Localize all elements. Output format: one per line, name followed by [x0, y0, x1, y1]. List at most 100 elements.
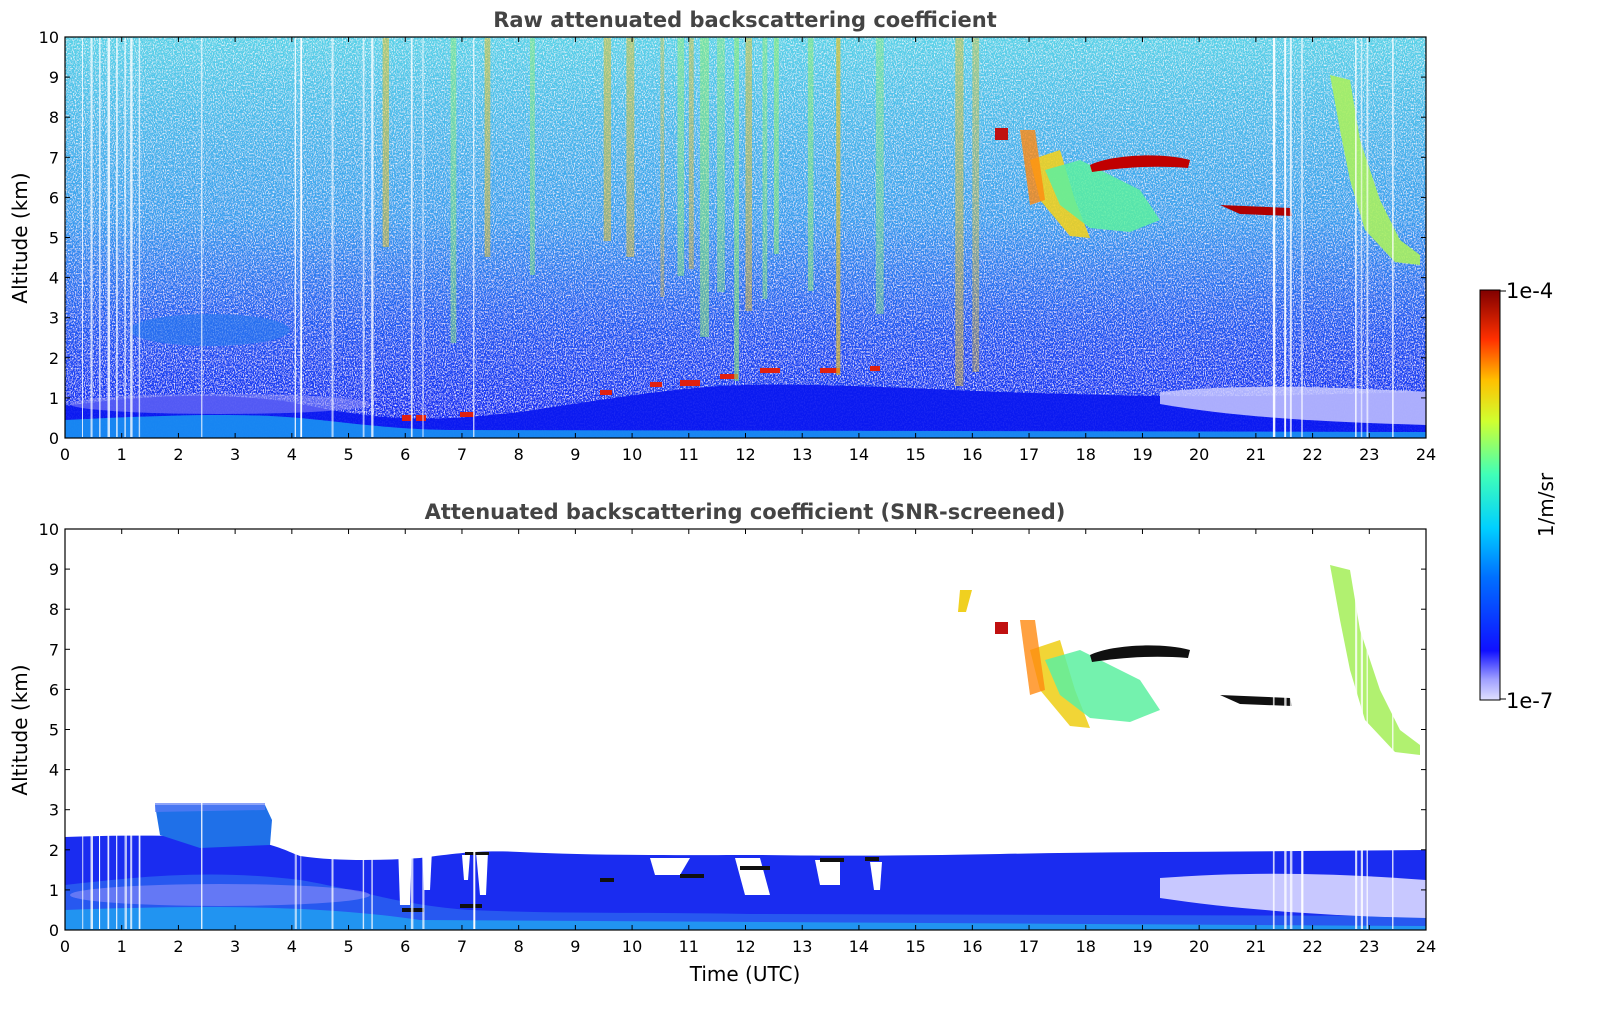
bottom-upper-aerosol	[155, 803, 265, 812]
x-tick-label: 11	[679, 937, 699, 956]
top-panel-title: Raw attenuated backscattering coefficien…	[493, 8, 997, 32]
y-tick-label: 2	[49, 349, 59, 368]
data-gap-streak	[99, 530, 101, 929]
y-tick-label: 6	[49, 680, 59, 699]
x-tick-label: 15	[905, 937, 925, 956]
signal-column	[972, 38, 980, 372]
y-tick-label: 2	[49, 841, 59, 860]
signal-column	[773, 38, 779, 254]
y-tick-label: 3	[49, 309, 59, 328]
y-tick-label: 9	[49, 68, 59, 87]
x-tick-label: 3	[230, 445, 240, 464]
data-gap-streak	[1392, 38, 1394, 437]
data-gap-streak	[300, 38, 303, 437]
x-tick-label: 13	[792, 445, 812, 464]
data-gap-streak	[201, 530, 203, 929]
x-tick-label: 9	[570, 937, 580, 956]
data-gap-streak	[124, 38, 126, 437]
data-gap-streak	[422, 38, 424, 437]
signal-column	[688, 38, 694, 269]
top-night-low-layer	[1160, 386, 1426, 425]
data-gap-streak	[130, 530, 133, 929]
x-tick-label: 23	[1359, 445, 1379, 464]
x-tick-label: 5	[343, 445, 353, 464]
signal-column	[450, 38, 457, 343]
x-tick-label: 6	[400, 937, 410, 956]
data-gap-streak	[1366, 38, 1369, 437]
signal-column	[734, 38, 739, 381]
x-tick-label: 18	[1076, 445, 1096, 464]
data-gap-streak	[410, 530, 414, 929]
y-tick-label: 8	[49, 600, 59, 619]
y-tick-label: 7	[49, 640, 59, 659]
colorbar-unit-label: 1/m/sr	[1534, 472, 1558, 537]
x-tick-label: 0	[60, 937, 70, 956]
bottom-data-gaps	[82, 530, 1394, 929]
x-tick-label: 2	[173, 937, 183, 956]
data-gap-streak	[1272, 530, 1275, 929]
x-tick-label: 8	[514, 937, 524, 956]
bottom-x-axis: 0 1 2 3 4 5 6 7 8 9 10 11 12 13 14 15 16 17 18 19 20 21 22 23 24	[60, 529, 1436, 956]
bottom-surface-layer	[65, 907, 1426, 930]
bottom-lower-layer	[65, 874, 1426, 930]
y-tick-label: 9	[49, 560, 59, 579]
top-cloud-base	[402, 366, 880, 421]
top-heatmap	[65, 37, 1426, 438]
y-tick-label: 4	[49, 269, 59, 288]
data-gap-streak	[1289, 530, 1293, 929]
y-tick-label: 1	[49, 881, 59, 900]
x-tick-label: 23	[1359, 937, 1379, 956]
data-gap-streak	[124, 530, 127, 929]
x-tick-label: 12	[735, 937, 755, 956]
y-tick-label: 8	[49, 108, 59, 127]
x-tick-label: 12	[735, 445, 755, 464]
data-gap-streak	[294, 38, 296, 437]
x-tick-label: 9	[570, 445, 580, 464]
x-tick-label: 1	[117, 937, 127, 956]
bottom-clouds	[958, 565, 1420, 755]
data-gap-streak	[82, 38, 83, 437]
data-gap-streak	[1360, 38, 1363, 437]
top-lowlevel-aerosol	[70, 394, 370, 414]
x-tick-label: 10	[622, 937, 642, 956]
x-tick-label: 14	[849, 937, 869, 956]
data-gap-streak	[422, 530, 425, 929]
top-x-axis: 0 1 2 3 4 5 6 7 8 9 10 11 12 13 14 15 16 17 18 19 20 21 22 23 24	[60, 37, 1436, 464]
data-gap-streak	[473, 38, 475, 437]
x-tick-label: 7	[457, 445, 467, 464]
signal-column	[807, 38, 814, 291]
bottom-y-axis-label: Altitude (km)	[8, 664, 32, 795]
x-tick-label: 14	[849, 445, 869, 464]
x-tick-label: 2	[173, 445, 183, 464]
bottom-y-axis: 0 1 2 3 4 5 6 7 8 9 10	[39, 520, 1426, 940]
top-sky-background	[65, 37, 1426, 438]
x-tick-label: 19	[1132, 445, 1152, 464]
bottom-x-axis-label: Time (UTC)	[689, 962, 801, 986]
x-tick-label: 7	[457, 937, 467, 956]
x-tick-label: 19	[1132, 937, 1152, 956]
x-tick-label: 20	[1189, 937, 1209, 956]
data-gap-streak	[294, 530, 297, 929]
x-tick-label: 4	[287, 937, 297, 956]
signal-column	[745, 38, 752, 311]
data-gap-streak	[473, 530, 476, 929]
data-gap-streak	[300, 530, 302, 929]
colorbar-min-label: 1e-7	[1506, 689, 1553, 713]
x-tick-label: 13	[792, 937, 812, 956]
signal-column	[836, 38, 841, 375]
y-tick-label: 0	[49, 429, 59, 448]
bottom-panel-title: Attenuated backscattering coefficient (S…	[425, 500, 1066, 524]
x-tick-label: 5	[343, 937, 353, 956]
x-tick-label: 24	[1416, 937, 1436, 956]
data-gap-streak	[1272, 38, 1276, 437]
data-gap-streak	[116, 38, 118, 437]
x-tick-label: 21	[1246, 445, 1266, 464]
signal-column	[762, 38, 768, 299]
bottom-night-low-layer	[1160, 873, 1426, 918]
y-tick-label: 3	[49, 801, 59, 820]
x-tick-label: 16	[962, 445, 982, 464]
x-tick-label: 22	[1302, 445, 1322, 464]
y-tick-label: 6	[49, 188, 59, 207]
data-gap-streak	[1301, 530, 1304, 929]
y-tick-label: 4	[49, 761, 59, 780]
